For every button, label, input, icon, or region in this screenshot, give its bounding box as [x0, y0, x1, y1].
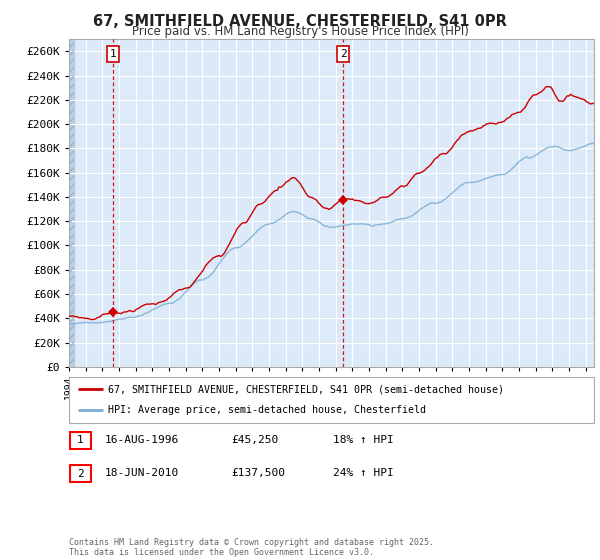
Text: £45,250: £45,250 — [231, 435, 278, 445]
FancyBboxPatch shape — [70, 465, 91, 482]
Text: 16-AUG-1996: 16-AUG-1996 — [105, 435, 179, 445]
Text: Price paid vs. HM Land Registry's House Price Index (HPI): Price paid vs. HM Land Registry's House … — [131, 25, 469, 38]
Text: Contains HM Land Registry data © Crown copyright and database right 2025.
This d: Contains HM Land Registry data © Crown c… — [69, 538, 434, 557]
Text: HPI: Average price, semi-detached house, Chesterfield: HPI: Average price, semi-detached house,… — [109, 405, 427, 416]
Text: 67, SMITHFIELD AVENUE, CHESTERFIELD, S41 0PR: 67, SMITHFIELD AVENUE, CHESTERFIELD, S41… — [93, 14, 507, 29]
Text: 1: 1 — [77, 435, 84, 445]
Text: 24% ↑ HPI: 24% ↑ HPI — [333, 468, 394, 478]
Text: 1: 1 — [109, 49, 116, 59]
FancyBboxPatch shape — [69, 377, 594, 423]
Bar — [69, 39, 74, 367]
Text: 67, SMITHFIELD AVENUE, CHESTERFIELD, S41 0PR (semi-detached house): 67, SMITHFIELD AVENUE, CHESTERFIELD, S41… — [109, 384, 505, 394]
Text: 2: 2 — [340, 49, 347, 59]
Text: £137,500: £137,500 — [231, 468, 285, 478]
Bar — [69, 39, 74, 367]
Text: 18% ↑ HPI: 18% ↑ HPI — [333, 435, 394, 445]
Text: 2: 2 — [77, 469, 84, 479]
FancyBboxPatch shape — [70, 432, 91, 449]
Text: 18-JUN-2010: 18-JUN-2010 — [105, 468, 179, 478]
